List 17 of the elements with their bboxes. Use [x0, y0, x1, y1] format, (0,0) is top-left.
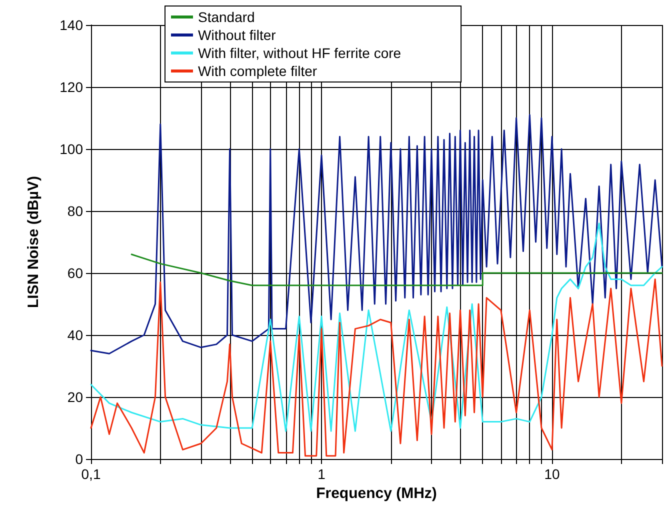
y-tick-label: 0 [75, 451, 84, 467]
legend-label: Without filter [198, 27, 276, 43]
y-tick-label: 120 [60, 79, 84, 95]
legend-label: Standard [198, 9, 255, 25]
y-tick-label: 80 [67, 203, 84, 219]
legend-label: With filter, without HF ferrite core [198, 45, 402, 61]
x-tick-label: 10 [544, 466, 560, 482]
y-tick-label: 40 [67, 327, 84, 343]
y-tick-label: 140 [60, 17, 84, 33]
x-tick-label: 0,1 [81, 466, 101, 482]
x-tick-label: 1 [318, 466, 326, 482]
y-tick-label: 100 [60, 141, 84, 157]
y-tick-label: 20 [67, 389, 84, 405]
y-axis-title: LISN Noise (dBµV) [25, 176, 42, 308]
y-tick-label: 60 [67, 265, 84, 281]
x-axis-title: Frequency (MHz) [316, 484, 437, 502]
legend-label: With complete filter [198, 63, 318, 79]
